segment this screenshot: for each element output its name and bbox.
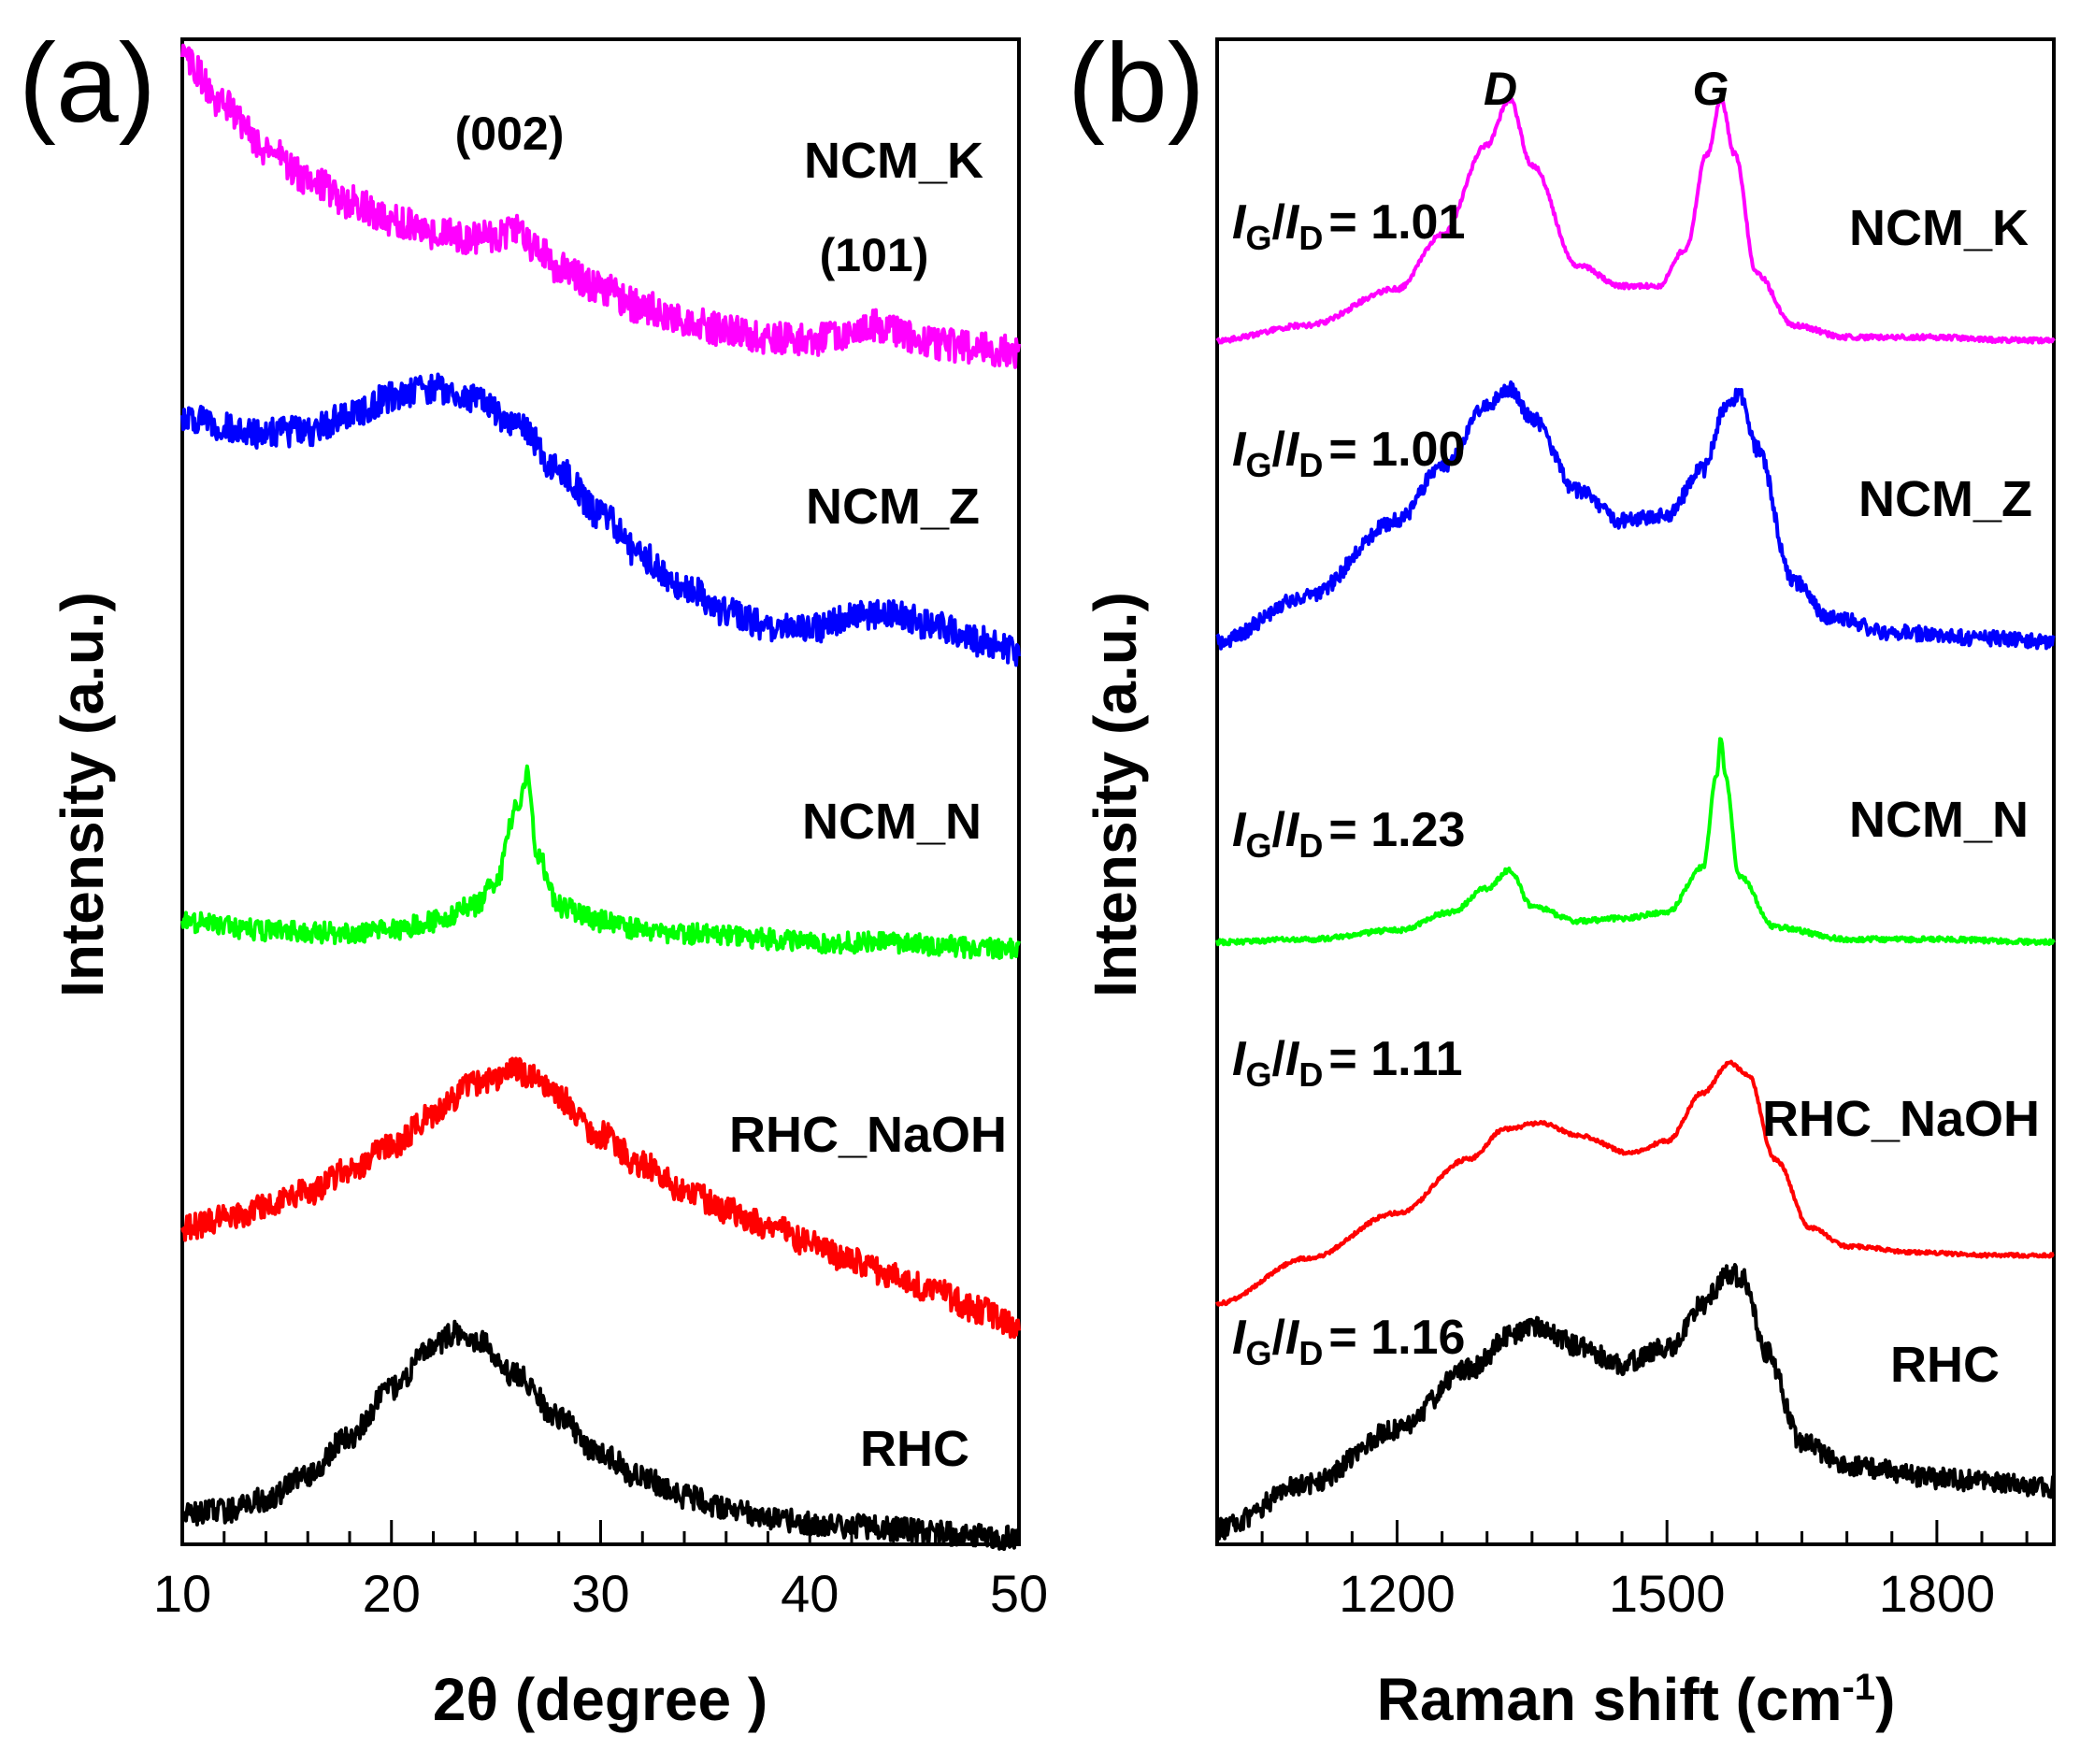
panel-a-series-label-ncm-k: NCM_K (804, 133, 983, 189)
panel-b-series-label-rhc-naoh: RHC_NaOH (1762, 1091, 2040, 1147)
ratio-part-1: G (1245, 1055, 1271, 1094)
ratio-part-0: I (1232, 1032, 1247, 1086)
x-tick-label-b-1200: 1200 (1339, 1564, 1456, 1623)
series-line-b-rhc-naoh (1215, 1059, 2055, 1307)
series-line-b-ncm-z (1215, 380, 2056, 651)
ratio-part-0: I (1232, 803, 1247, 857)
panel-b-x-axis-label-sup: -1 (1842, 1667, 1875, 1708)
panel-a-y-axis-label: Intensity (a.u.) (49, 592, 116, 997)
ratio-part-3: I (1285, 803, 1300, 857)
ratio-label-ncm-z: IG/ID = 1.00 (1232, 423, 1465, 484)
panel-a-curves (180, 43, 1021, 1552)
ratio-part-1: G (1245, 826, 1271, 865)
panel-b-tick-labels: 1200 1500 1800 (1339, 1564, 1995, 1623)
series-line-b-ncm-n (1215, 737, 2056, 947)
panel-b-curves (1215, 95, 2056, 1541)
ratio-part-5: = 1.00 (1328, 423, 1465, 477)
panel-a-tick-labels: 10 20 30 40 50 (153, 1564, 1048, 1623)
panel-a-xrd-chart: 10 20 30 40 50 2θ (degree ) Intensity (a.u.)… (49, 37, 1048, 1733)
ratio-part-0: I (1232, 1311, 1247, 1365)
ratio-part-4: D (1298, 826, 1323, 865)
ratio-part-4: D (1298, 219, 1323, 257)
x-tick-label-a-30: 30 (571, 1564, 629, 1623)
panel-b-frame (1215, 37, 2056, 1546)
ratio-part-3: I (1285, 1032, 1300, 1086)
ratio-part-0: I (1232, 195, 1247, 250)
ratio-part-1: G (1245, 446, 1271, 484)
ratio-label-ncm-k: IG/ID = 1.01 (1232, 195, 1465, 257)
panel-a-series-label-ncm-z: NCM_Z (806, 479, 980, 535)
ratio-part-5: = 1.11 (1328, 1032, 1462, 1086)
panel-a-x-axis-label: 2θ (degree ) (433, 1666, 767, 1733)
ratio-part-5: = 1.16 (1328, 1311, 1465, 1365)
ratio-label-rhc-naoh: IG/ID = 1.11 (1232, 1032, 1463, 1094)
panel-a-peak-label-002: (002) (455, 108, 565, 160)
ratio-part-4: D (1298, 1334, 1323, 1372)
panel-b-x-axis-label-end: ) (1875, 1666, 1895, 1733)
x-tick-label-a-20: 20 (363, 1564, 421, 1623)
panel-b-x-ticks (1215, 1520, 2029, 1544)
ratio-part-4: D (1298, 446, 1323, 484)
ratio-part-1: G (1245, 219, 1271, 257)
panel-b-raman-chart: 1200 1500 1800 Raman shift (cm-1) Intensit… (1082, 37, 2056, 1733)
x-tick-label-a-40: 40 (781, 1564, 839, 1623)
ratio-part-3: I (1285, 1311, 1300, 1365)
ratio-part-5: = 1.23 (1328, 803, 1465, 857)
panel-b-series-label-ncm-n: NCM_N (1849, 792, 2029, 848)
ratio-part-5: = 1.01 (1328, 195, 1465, 250)
ratio-label-rhc: IG/ID = 1.16 (1232, 1311, 1465, 1372)
panel-b-label: (b) (1068, 21, 1205, 146)
panel-a-series-label-rhc: RHC (860, 1421, 969, 1477)
panel-b-peak-label-g: G (1693, 63, 1729, 115)
series-line-a-rhc-naoh (180, 1056, 1021, 1340)
x-tick-label-a-10: 10 (153, 1564, 211, 1623)
ratio-part-4: D (1298, 1055, 1323, 1094)
panel-a-series-label-ncm-n: NCM_N (802, 794, 982, 850)
x-tick-label-b-1800: 1800 (1879, 1564, 1996, 1623)
panel-a-x-ticks (180, 1520, 1021, 1544)
ratio-label-ncm-n: IG/ID = 1.23 (1232, 803, 1465, 865)
panel-b-series-label-ncm-k: NCM_K (1849, 200, 2029, 256)
series-line-a-ncm-n (180, 764, 1021, 960)
panel-b-x-axis-label-main: Raman shift (cm (1377, 1666, 1843, 1733)
panel-a-peak-label-101: (101) (820, 229, 929, 281)
series-line-a-ncm-z (180, 372, 1021, 667)
series-line-a-ncm-k (180, 43, 1021, 369)
series-line-a-rhc (180, 1319, 1021, 1552)
ratio-part-2: / (1271, 195, 1284, 250)
ratio-part-2: / (1271, 1032, 1284, 1086)
ratio-part-3: I (1285, 195, 1300, 250)
ratio-part-2: / (1271, 423, 1284, 477)
series-line-b-ncm-k (1215, 95, 2056, 345)
panel-b-y-axis-label: Intensity (a.u.) (1082, 592, 1149, 997)
panel-b-x-axis-label: Raman shift (cm-1) (1377, 1666, 1896, 1733)
panel-a-series-label-rhc-naoh: RHC_NaOH (729, 1107, 1007, 1163)
ratio-part-2: / (1271, 803, 1284, 857)
panel-a-label: (a) (19, 21, 156, 146)
panel-b-peak-label-d: D (1484, 63, 1517, 115)
ratio-part-1: G (1245, 1334, 1271, 1372)
ratio-part-2: / (1271, 1311, 1284, 1365)
x-tick-label-a-50: 50 (990, 1564, 1048, 1623)
panel-b-series-label-rhc: RHC (1890, 1337, 2000, 1393)
ratio-part-3: I (1285, 423, 1300, 477)
x-tick-label-b-1500: 1500 (1609, 1564, 1726, 1623)
ratio-part-0: I (1232, 423, 1247, 477)
series-line-b-rhc (1215, 1263, 2056, 1541)
panel-b-series-label-ncm-z: NCM_Z (1858, 471, 2032, 527)
